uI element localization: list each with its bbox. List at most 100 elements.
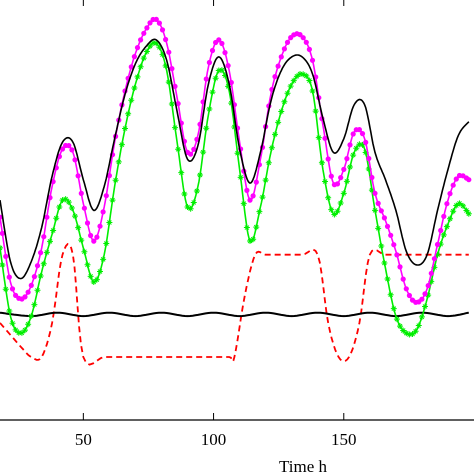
series-2-point bbox=[412, 328, 419, 335]
series-0-point bbox=[163, 36, 169, 43]
series-0-point bbox=[225, 63, 231, 69]
series-2-point bbox=[397, 323, 404, 330]
series-0-point bbox=[341, 166, 347, 172]
series-2-point bbox=[147, 43, 154, 50]
series-2-point bbox=[218, 67, 225, 74]
series-2-point bbox=[347, 164, 354, 171]
series-0-point bbox=[75, 173, 81, 179]
series-2-point bbox=[365, 166, 372, 173]
series-2-point bbox=[162, 62, 169, 69]
series-2-point bbox=[268, 144, 275, 151]
series-2-point bbox=[390, 305, 397, 312]
series-2-point bbox=[306, 77, 313, 84]
series-2-point bbox=[318, 159, 325, 166]
series-2-point bbox=[25, 321, 32, 328]
series-2-point bbox=[456, 200, 463, 207]
series-0-point bbox=[6, 274, 12, 280]
series-2-point bbox=[156, 44, 163, 51]
series-0-point bbox=[147, 20, 153, 26]
series-2-point bbox=[134, 73, 141, 80]
series-2-point bbox=[62, 196, 69, 203]
series-2-point bbox=[325, 194, 332, 201]
series-2-point bbox=[106, 219, 113, 226]
series-2-point bbox=[125, 110, 132, 117]
series-2-point bbox=[409, 331, 416, 338]
series-2-point bbox=[393, 316, 400, 323]
series-0-point bbox=[406, 292, 412, 299]
series-2-point bbox=[387, 291, 394, 298]
series-2-point bbox=[187, 205, 194, 212]
series-0-point bbox=[59, 146, 66, 152]
series-0-point bbox=[441, 213, 447, 219]
series-0-point bbox=[134, 45, 141, 51]
series-0-point bbox=[175, 101, 181, 107]
series-2-point bbox=[322, 178, 329, 185]
series-2-point bbox=[34, 287, 41, 294]
series-0-point bbox=[428, 270, 434, 276]
series-2-point bbox=[315, 134, 322, 141]
series-2-point bbox=[331, 211, 338, 218]
series-2-point bbox=[59, 197, 66, 204]
series-0-point bbox=[400, 276, 406, 282]
series-2-point bbox=[190, 199, 197, 206]
series-2-point bbox=[15, 329, 22, 336]
series-0-point bbox=[72, 157, 78, 163]
series-0-point bbox=[422, 291, 428, 297]
series-0-point bbox=[141, 30, 147, 36]
series-2-point bbox=[422, 303, 429, 310]
series-0-point bbox=[247, 197, 253, 203]
series-0-point bbox=[303, 39, 309, 45]
series-0-point bbox=[306, 46, 312, 53]
series-0-point bbox=[334, 181, 341, 187]
series-0-point bbox=[34, 263, 41, 269]
series-0-point bbox=[325, 156, 331, 162]
series-2-point bbox=[197, 172, 204, 179]
series-2-point bbox=[131, 85, 138, 92]
series-2-point bbox=[68, 205, 75, 212]
series-2-point bbox=[234, 150, 241, 157]
series-2-point bbox=[378, 243, 385, 250]
series-2-point bbox=[272, 131, 279, 138]
series-2-point bbox=[222, 72, 229, 79]
series-0-point bbox=[394, 252, 400, 258]
series-4-line bbox=[0, 311, 469, 318]
series-0-point bbox=[275, 63, 281, 69]
series-2-point bbox=[206, 106, 213, 113]
series-2-point bbox=[6, 308, 13, 315]
series-0-point bbox=[97, 223, 103, 229]
series-2-point bbox=[262, 177, 269, 184]
series-0-point bbox=[322, 135, 328, 141]
series-2-point bbox=[103, 240, 110, 247]
series-0-point bbox=[25, 289, 31, 295]
series-2-point bbox=[168, 101, 175, 108]
series-0-point bbox=[434, 241, 441, 248]
series-2-point bbox=[143, 48, 150, 55]
series-0-point bbox=[244, 187, 250, 193]
series-2-point bbox=[284, 90, 291, 97]
series-0-point bbox=[209, 47, 216, 54]
series-2-point bbox=[460, 202, 467, 209]
series-0-point bbox=[84, 220, 91, 226]
series-0-point bbox=[347, 142, 353, 148]
series-2-point bbox=[18, 329, 25, 336]
series-0-point bbox=[300, 35, 306, 41]
series-2-point bbox=[215, 67, 222, 74]
series-2-point bbox=[193, 188, 200, 195]
series-2-point bbox=[118, 141, 125, 148]
series-2-point bbox=[312, 108, 319, 115]
series-2-point bbox=[443, 223, 450, 230]
series-0-point bbox=[253, 179, 259, 185]
series-0-line bbox=[0, 18, 470, 304]
series-2-point bbox=[240, 200, 247, 207]
series-layer bbox=[0, 16, 472, 366]
series-2-point bbox=[243, 224, 250, 231]
series-2-point bbox=[372, 207, 379, 214]
series-0-point bbox=[206, 59, 212, 66]
series-0-point bbox=[166, 49, 172, 55]
series-2-point bbox=[256, 208, 263, 215]
series-2-point bbox=[9, 320, 16, 327]
series-2-point bbox=[281, 98, 288, 105]
series-0-point bbox=[381, 215, 387, 221]
series-2-point bbox=[447, 215, 454, 222]
series-2-point bbox=[137, 63, 144, 70]
